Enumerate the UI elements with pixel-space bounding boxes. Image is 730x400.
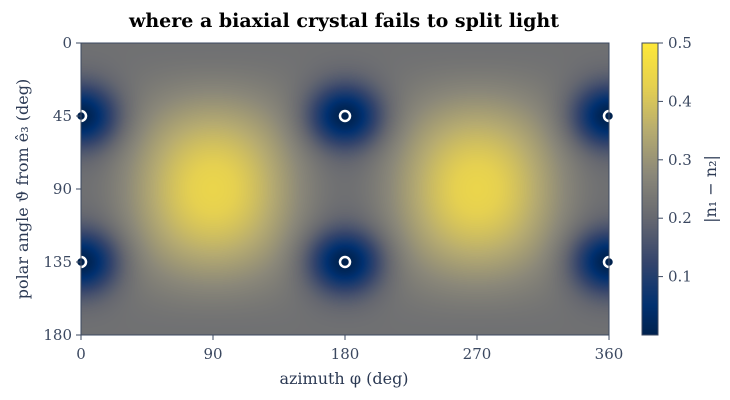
optic-axis-marker (338, 255, 352, 269)
x-tick-label: 270 (463, 345, 492, 363)
x-axis-label: azimuth φ (deg) (279, 369, 408, 388)
colorbar-tick-label: 0.5 (668, 34, 692, 52)
y-tick-label: 90 (53, 180, 72, 198)
colorbar-frame (641, 42, 659, 336)
colorbar-tick-label: 0.4 (668, 92, 692, 110)
x-tick-label: 0 (76, 345, 86, 363)
x-tick-label: 360 (595, 345, 624, 363)
heatmap-plot-area (74, 42, 616, 336)
optic-axis-marker (338, 109, 352, 123)
y-tick-label: 0 (62, 34, 72, 52)
y-tick-label: 135 (43, 253, 72, 271)
colorbar: 0.1 0.2 0.3 0.4 0.5 |n₁ − n₂| (641, 34, 720, 336)
colorbar-label: |n₁ − n₂| (701, 155, 720, 223)
y-tick-label: 45 (53, 107, 72, 125)
colorbar-ticks: 0.1 0.2 0.3 0.4 0.5 (658, 34, 692, 286)
colorbar-tick-label: 0.1 (668, 268, 692, 286)
colorbar-tick-label: 0.2 (668, 209, 692, 227)
colorbar-tick-label: 0.3 (668, 151, 692, 169)
y-axis: 0 45 90 135 180 (43, 34, 81, 344)
x-axis: 0 90 180 270 360 (76, 335, 623, 363)
heatmap-image (81, 43, 609, 335)
x-tick-label: 180 (331, 345, 360, 363)
y-axis-label: polar angle ϑ from ê₃ (deg) (13, 79, 32, 299)
chart-title: where a biaxial crystal fails to split l… (128, 10, 559, 32)
x-tick-label: 90 (203, 345, 222, 363)
colorbar-gradient (642, 43, 658, 335)
y-tick-label: 180 (43, 326, 72, 344)
